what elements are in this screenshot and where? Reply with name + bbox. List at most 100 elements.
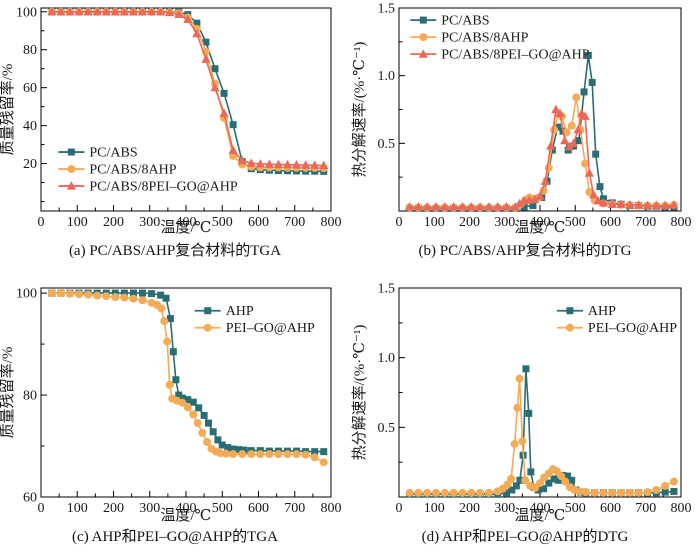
series-marker (535, 191, 545, 200)
y-tick-label: 60 (23, 81, 37, 96)
series-marker (195, 404, 203, 412)
plot-frame (398, 287, 682, 498)
series-marker (229, 450, 238, 459)
series-marker (189, 398, 197, 406)
series-marker (563, 472, 571, 480)
series-marker (265, 450, 274, 459)
y-tick-label: 0.5 (378, 137, 396, 152)
series-marker (47, 6, 57, 16)
x-tick-label: 400 (176, 501, 197, 516)
series-marker (568, 476, 576, 484)
series-line (51, 292, 325, 464)
series-marker (507, 474, 516, 483)
series-marker (111, 289, 119, 297)
series-marker (273, 159, 284, 169)
series-marker (512, 482, 520, 490)
series-marker (642, 200, 653, 210)
series-marker (110, 6, 120, 16)
x-axis-label: 温度/℃ (515, 219, 566, 236)
series-marker (74, 6, 84, 16)
series-marker (531, 483, 540, 492)
series-marker (599, 488, 608, 497)
series-line (408, 54, 675, 210)
x-tick-label: 800 (321, 215, 342, 230)
series-marker (414, 488, 423, 497)
series-marker (264, 159, 274, 168)
series-teal (48, 289, 328, 456)
series-marker (178, 398, 187, 407)
legend: PC/ABS PC/ABS/8AHP PC/ABS/8PEI–GO@AHP (410, 14, 590, 63)
y-tick-label: 80 (23, 43, 37, 58)
series-marker (56, 6, 66, 16)
panel-a: 0 100 200 300 400 500 600 700 800 20 40 60 80 100 温度/℃… (0, 0, 350, 268)
x-tick-label: 700 (635, 501, 656, 516)
x-tick-label: 200 (103, 215, 124, 230)
x-tick-label: 100 (67, 215, 88, 230)
series-marker (530, 194, 540, 204)
series-marker (56, 289, 65, 298)
series-marker (211, 65, 219, 73)
series-marker (192, 28, 202, 38)
series-marker (200, 411, 208, 419)
series-marker (178, 394, 186, 402)
series-marker (510, 440, 519, 449)
series-marker (93, 291, 102, 300)
series-marker (405, 488, 414, 497)
series-marker (431, 202, 441, 211)
series-marker (529, 202, 537, 210)
series-marker (157, 291, 165, 299)
y-tick-label: 60 (23, 491, 37, 506)
series-marker (458, 488, 467, 497)
series-marker (129, 289, 137, 297)
series-marker (518, 437, 527, 446)
series-marker (419, 16, 427, 24)
series-marker (310, 453, 319, 462)
x-tick-label: 400 (530, 501, 551, 516)
series-marker (119, 6, 129, 16)
series-marker (413, 202, 423, 211)
series-marker (514, 198, 525, 208)
series-marker (467, 488, 476, 497)
y-tick-label: 100 (16, 5, 37, 20)
legend-label: PC/ABS (89, 146, 137, 161)
series-marker (554, 476, 562, 484)
tick-labels: 0 100 200 300 400 500 600 700 800 60 80 100 (16, 287, 342, 516)
series-marker (148, 290, 156, 298)
series-marker (172, 376, 180, 384)
series-marker (540, 176, 550, 185)
series-marker (66, 289, 74, 298)
series-marker (588, 189, 599, 199)
x-axis-label: 温度/℃ (161, 219, 212, 236)
series-marker (449, 202, 459, 211)
series-marker (625, 488, 634, 497)
series-marker (440, 202, 450, 211)
series-marker (584, 168, 594, 177)
series-marker (432, 488, 441, 497)
series-marker (203, 437, 212, 446)
series-marker (545, 479, 553, 487)
series-marker (156, 6, 166, 16)
series-marker (92, 6, 102, 16)
series-marker (47, 289, 56, 298)
y-tick-label: 1.0 (378, 351, 396, 366)
x-tick-label: 100 (424, 215, 445, 230)
series-marker (423, 488, 432, 497)
x-tick-label: 600 (600, 215, 621, 230)
series-marker (84, 290, 93, 299)
series-marker (560, 135, 570, 145)
series-marker (525, 409, 533, 417)
panel-c: 0 100 200 300 400 500 600 700 800 60 80 100 温度/℃ 质量残留… (0, 268, 350, 555)
series-marker (440, 488, 449, 497)
series-marker (83, 6, 93, 16)
series-marker (625, 200, 635, 209)
x-tick-label: 700 (635, 215, 656, 230)
x-tick-label: 700 (284, 215, 305, 230)
series-marker (555, 108, 565, 118)
series-marker (554, 123, 562, 131)
series-marker (660, 200, 670, 210)
x-axis-label: 温度/℃ (161, 507, 212, 524)
series-marker (643, 488, 652, 497)
series-marker (584, 51, 592, 59)
legend-label: PEI–GO@AHP (588, 321, 677, 336)
series-marker (581, 159, 590, 168)
